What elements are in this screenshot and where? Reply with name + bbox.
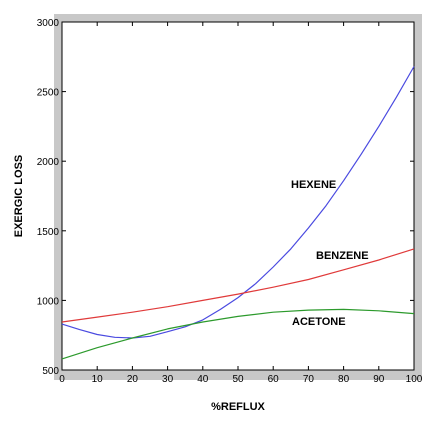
- x-tick-label: 70: [303, 374, 315, 385]
- series-label-acetone: ACETONE: [292, 316, 346, 328]
- plot-area: [61, 21, 415, 371]
- series-label-benzene: BENZENE: [316, 250, 369, 262]
- y-tick-label: 3000: [37, 18, 60, 29]
- y-axis: 500 1000 1500 2000 2500 3000: [37, 18, 414, 377]
- series-label-hexene: HEXENE: [291, 179, 336, 191]
- x-axis: 0 10 20 30 40 50 60 70 80 90 100: [59, 22, 423, 385]
- y-tick-label: 2000: [37, 157, 60, 168]
- x-tick-label: 20: [127, 374, 139, 385]
- x-tick-label: 90: [373, 374, 385, 385]
- x-tick-label: 0: [59, 374, 65, 385]
- x-tick-label: 80: [338, 374, 350, 385]
- x-tick-label: 60: [268, 374, 280, 385]
- x-axis-title: %REFLUX: [211, 401, 265, 413]
- x-tick-label: 10: [92, 374, 104, 385]
- series-line-hexene: [61, 66, 415, 339]
- x-tick-label: 100: [406, 374, 423, 385]
- y-tick-label: 1500: [37, 227, 60, 238]
- x-tick-label: 50: [232, 374, 244, 385]
- x-tick-label: 40: [197, 374, 209, 385]
- y-tick-label: 500: [42, 366, 59, 377]
- y-tick-label: 1000: [37, 296, 60, 307]
- x-tick-label: 30: [162, 374, 174, 385]
- series-line-acetone: [61, 308, 415, 360]
- y-axis-title: EXERGIC LOSS: [13, 155, 25, 238]
- series-lines: [61, 66, 415, 360]
- y-tick-label: 2500: [37, 88, 60, 99]
- series-line-benzene: [61, 248, 415, 323]
